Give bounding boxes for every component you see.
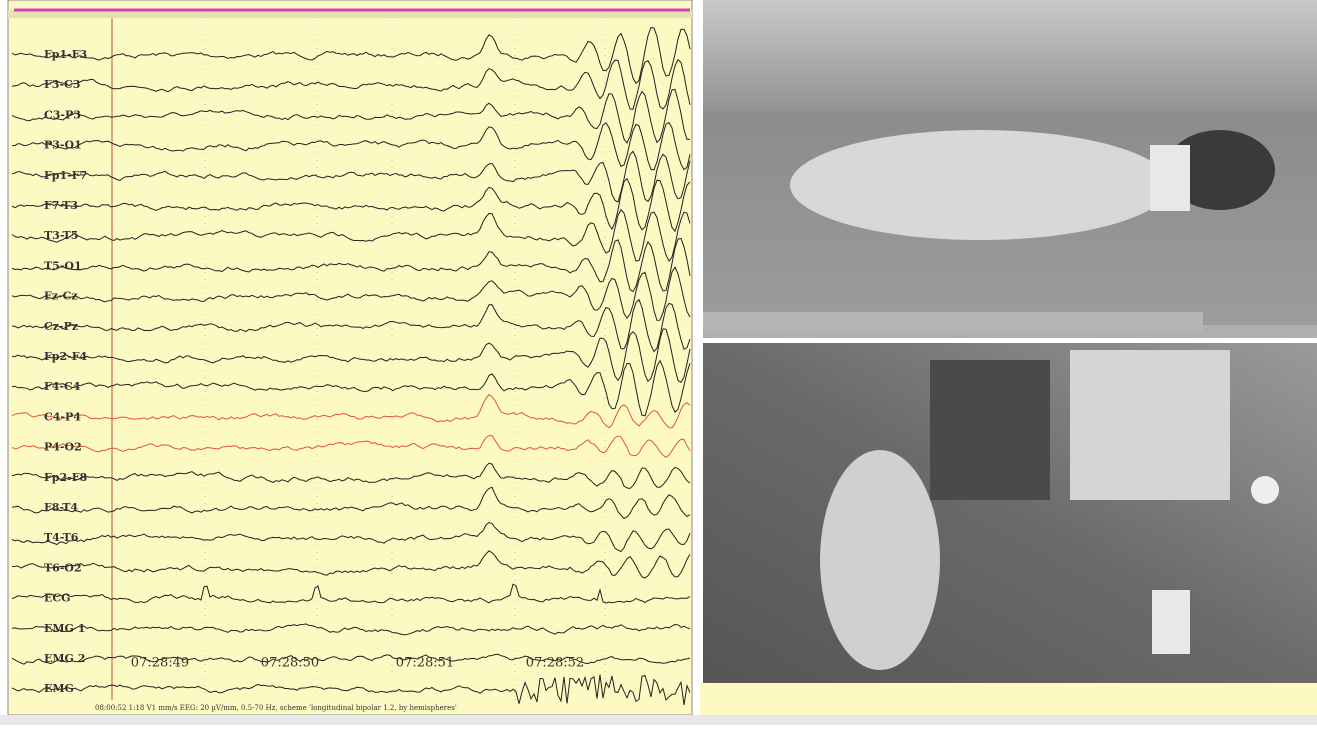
privacy-mask [1150, 145, 1190, 211]
time-label: 07:28:50 [261, 656, 319, 671]
channel-label: F3-C3 [44, 78, 80, 91]
channel-label: EMG [44, 682, 74, 695]
channel-label: Fz-Cz [44, 290, 78, 303]
scroll-bar [0, 715, 1317, 725]
bottom-band [700, 683, 1317, 715]
channel-label: Fp1-F7 [44, 169, 87, 182]
channel-label: Cz-Pz [44, 320, 78, 333]
channel-label: C3-P3 [44, 108, 81, 121]
eeg-video-view: Fp1-F3 F3-C3 C3-P3 P3-O1 Fp1-F7 F7-T3 T3-T5 T5-… [0, 0, 1317, 725]
channel-label: F4-C4 [44, 380, 81, 393]
channel-label: Fp2-F8 [44, 471, 88, 484]
channel-label: F7-T3 [44, 199, 78, 212]
privacy-mask [1152, 590, 1190, 654]
channel-label: Fp2-F4 [44, 350, 88, 363]
bed-rail [703, 312, 1203, 332]
status-line: 08:00:52 1:18 V1 mm/s EEG: 20 µV/mm, 0.5… [95, 704, 457, 712]
channel-label: ECG [44, 592, 71, 605]
channel-label: EMG 1 [44, 622, 85, 635]
channel-label: C4-P4 [44, 410, 81, 423]
patient [820, 450, 940, 670]
channel-label: P3-O1 [44, 139, 82, 152]
lamp [1251, 476, 1279, 504]
time-label: 07:28:51 [396, 656, 454, 671]
channel-label: EMG 2 [44, 652, 85, 665]
channel-label: F8-T4 [44, 501, 78, 514]
time-label: 07:28:52 [526, 656, 584, 671]
channel-label: T4-T6 [44, 531, 79, 544]
channel-label: Fp1-F3 [44, 48, 87, 61]
patient [790, 130, 1170, 240]
equipment [930, 360, 1050, 500]
channel-label: T3-T5 [44, 229, 78, 242]
screen: Fp1-F3 F3-C3 C3-P3 P3-O1 Fp1-F7 F7-T3 T3-T5 T5-… [0, 0, 1317, 725]
wall-window [1070, 350, 1230, 500]
channel-label: P4-O2 [44, 441, 82, 454]
channel-label: T5-O1 [44, 259, 82, 272]
channel-label: T6-O2 [44, 561, 82, 574]
time-label: 07:28:49 [131, 656, 189, 671]
